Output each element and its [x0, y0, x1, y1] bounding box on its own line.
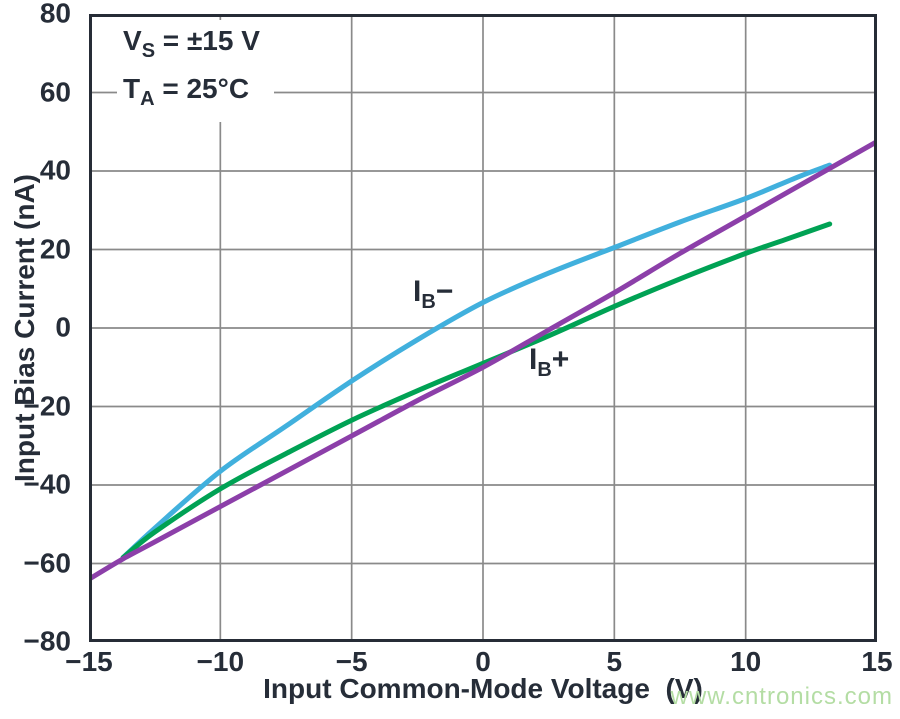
- y-tick-label: 40: [39, 154, 71, 186]
- supply-voltage-annotation: VS = ±15 V: [123, 25, 260, 62]
- x-tick-label: −5: [335, 646, 368, 677]
- watermark: www.cntronics.com: [670, 683, 893, 710]
- x-tick-labels: −15 −10 −5 0 5 10 15: [65, 646, 892, 678]
- y-tick-label: 80: [39, 0, 71, 29]
- x-tick-label: 15: [861, 646, 893, 677]
- x-tick-label: −10: [196, 646, 245, 677]
- y-tick-label: −20: [23, 389, 72, 421]
- y-tick-label: −40: [23, 468, 72, 500]
- curve-label-ib-plus: IB+: [529, 343, 570, 382]
- x-tick-label: 10: [730, 646, 762, 677]
- conditions-annotation: VS = ±15 V TA = 25°C: [117, 20, 274, 122]
- y-tick-labels: 80 60 40 20 0 −20 −40 −60 −80: [0, 0, 81, 656]
- plot-area: VS = ±15 V TA = 25°C IB− IB+: [89, 14, 877, 642]
- series-curve-IB−: [120, 162, 833, 561]
- x-axis-title: Input Common-Mode Voltage (V): [263, 673, 703, 704]
- plot-frame: [89, 14, 877, 642]
- y-tick-label: −80: [23, 625, 72, 657]
- y-tick-label: 0: [55, 311, 71, 343]
- series-curve-IB+: [120, 221, 833, 561]
- temperature-annotation: TA = 25°C: [123, 73, 250, 110]
- y-tick-label: 60: [39, 75, 71, 107]
- y-tick-label: 20: [39, 232, 71, 264]
- curve-label-ib-minus: IB−: [413, 275, 454, 314]
- series-curve-unlabeled-2: [89, 139, 877, 582]
- x-tick-label: −15: [65, 646, 113, 677]
- y-tick-label: −60: [23, 546, 72, 578]
- x-tick-label: 0: [475, 646, 491, 677]
- x-tick-label: 5: [606, 646, 623, 677]
